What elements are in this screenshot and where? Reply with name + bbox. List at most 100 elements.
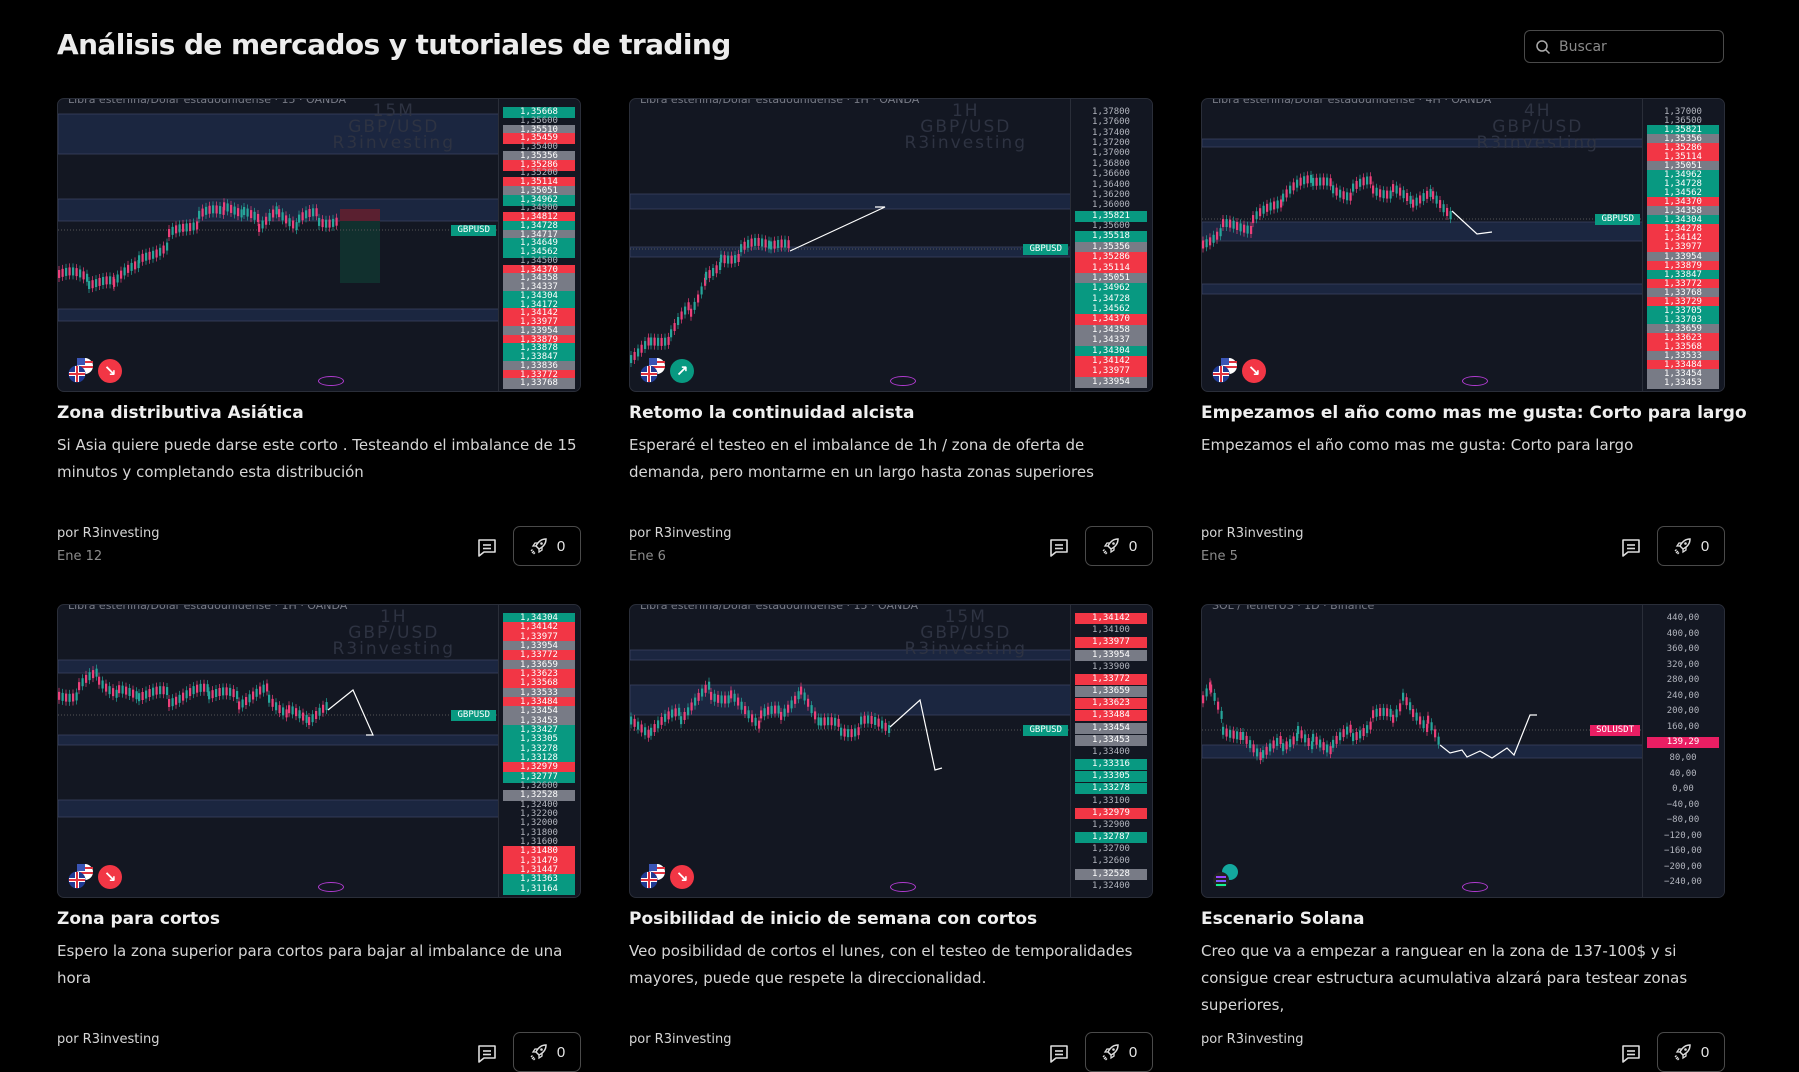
price-label: 1,35114	[1647, 152, 1719, 164]
search-input[interactable]	[1559, 38, 1709, 55]
rocket-icon	[1674, 1044, 1691, 1061]
idea-date: Ene 6	[629, 549, 666, 564]
candle	[1259, 752, 1262, 761]
candle	[281, 212, 284, 221]
boost-button[interactable]: 0	[1657, 526, 1725, 566]
candle	[1222, 219, 1225, 228]
candle	[700, 286, 703, 295]
boost-button[interactable]: 0	[513, 526, 581, 566]
price-label: 1,32787	[1075, 832, 1147, 844]
price-label: 1,32400	[1092, 880, 1130, 891]
watermark-line: 1H	[379, 607, 408, 627]
comment-icon[interactable]	[1619, 536, 1643, 560]
candle	[1217, 701, 1220, 710]
boost-button[interactable]: 0	[1657, 1032, 1725, 1072]
candle	[803, 692, 806, 701]
candle	[301, 212, 304, 221]
idea-author[interactable]: por R3investing	[629, 526, 732, 541]
price-label: 1,33977	[503, 631, 575, 643]
comment-icon[interactable]	[1047, 536, 1071, 560]
bolt-icon	[318, 376, 344, 386]
candle	[262, 684, 265, 693]
idea-author[interactable]: por R3investing	[629, 1032, 732, 1047]
price-label: 1,35510	[503, 124, 575, 136]
candle	[91, 280, 94, 289]
candle	[75, 692, 78, 701]
idea-description: Esperaré el testeo en el imbalance de 1h…	[629, 436, 1094, 481]
candle	[888, 725, 891, 734]
chart-thumbnail[interactable]: Libra esterlina/Dólar estadounidense · 1…	[629, 604, 1153, 898]
candle	[644, 727, 647, 736]
price-label: 1,33768	[503, 378, 575, 390]
idea-title[interactable]: Posibilidad de inicio de semana con cort…	[629, 909, 1038, 929]
comment-icon[interactable]	[1047, 1042, 1071, 1066]
candle	[92, 670, 95, 679]
idea-date: Ene 12	[57, 549, 103, 564]
chart-thumbnail[interactable]: Libra esterlina/Dólar estadounidense · 1…	[57, 604, 581, 898]
price-label: −80,00	[1666, 815, 1700, 826]
short-arrow-icon: ↘	[670, 865, 694, 889]
chart-thumbnail[interactable]: Libra esterlina/Dólar estadounidense · 1…	[629, 98, 1153, 392]
candle	[81, 678, 84, 687]
candle	[797, 691, 800, 700]
watermark-line: GBP/USD	[348, 117, 440, 137]
candle	[1405, 697, 1408, 706]
idea-title[interactable]: Zona para cortos	[57, 909, 220, 929]
idea-title[interactable]: Empezamos el año como mas me gusta: Cort…	[1201, 403, 1747, 423]
candle	[257, 213, 260, 222]
candle	[115, 689, 118, 698]
boost-button[interactable]: 0	[1085, 1032, 1153, 1072]
price-label: 1,34500	[520, 255, 558, 266]
candle	[733, 693, 736, 702]
candle	[1322, 177, 1325, 186]
search-box[interactable]	[1524, 30, 1724, 63]
comment-icon[interactable]	[1619, 1042, 1643, 1066]
idea-title[interactable]: Zona distributiva Asiática	[57, 403, 304, 423]
idea-author[interactable]: por R3investing	[1201, 526, 1304, 541]
comment-icon[interactable]	[475, 536, 499, 560]
candle	[175, 225, 178, 234]
price-label: 1,34562	[1647, 188, 1719, 200]
candle	[248, 694, 251, 703]
candle	[58, 691, 61, 700]
price-label: 1,33453	[1647, 377, 1719, 389]
idea-author[interactable]: por R3investing	[57, 526, 160, 541]
comment-icon[interactable]	[475, 1042, 499, 1066]
idea-description: Si Asia quiere puede darse este corto . …	[57, 436, 577, 481]
candle	[712, 267, 715, 276]
idea-title[interactable]: Escenario Solana	[1201, 909, 1365, 929]
chart-thumbnail[interactable]: Libra esterlina/Dólar estadounidense · 1…	[57, 98, 581, 392]
boost-button[interactable]: 0	[513, 1032, 581, 1072]
candle	[226, 203, 229, 212]
price-label: 1,34358	[1647, 206, 1719, 218]
candle	[834, 717, 837, 726]
candle	[1265, 746, 1268, 755]
idea-author[interactable]: por R3investing	[57, 1032, 160, 1047]
candle	[1399, 703, 1402, 712]
candle	[112, 688, 115, 697]
candle	[817, 717, 820, 726]
candle	[713, 693, 716, 702]
candle	[727, 255, 730, 264]
candle	[1430, 722, 1433, 731]
price-label: 1,33568	[503, 678, 575, 690]
candle	[860, 716, 863, 725]
chart-thumbnail[interactable]: SOL / TetherUS · 1D · Binance 440,00 400,…	[1201, 604, 1725, 898]
price-label: 1,35459	[503, 133, 575, 145]
candle	[315, 208, 318, 217]
candle	[285, 215, 288, 224]
chart-thumbnail[interactable]: Libra esterlina/Dólar estadounidense · 4…	[1201, 98, 1725, 392]
candle	[1382, 707, 1385, 716]
chart-watermark: 4H GBP/USD R3investing	[1477, 103, 1599, 152]
candle	[265, 216, 268, 225]
stop-zone	[340, 209, 380, 221]
candle	[1329, 746, 1332, 755]
idea-title[interactable]: Retomo la continuidad alcista	[629, 403, 915, 423]
candle	[787, 240, 790, 249]
candle	[1242, 731, 1245, 740]
candle	[72, 693, 75, 702]
boost-button[interactable]: 0	[1085, 526, 1153, 566]
chart-watermark: 1H GBP/USD R3investing	[905, 103, 1027, 152]
price-label: 1,34900	[520, 203, 558, 214]
idea-author[interactable]: por R3investing	[1201, 1032, 1304, 1047]
